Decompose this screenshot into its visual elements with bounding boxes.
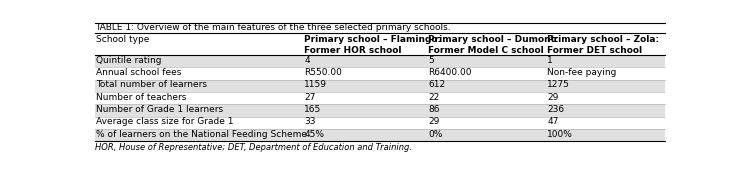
- Text: 0%: 0%: [428, 130, 442, 139]
- Text: 165: 165: [305, 105, 322, 114]
- Bar: [95, 67, 665, 80]
- Bar: [95, 92, 665, 104]
- Text: Quintile rating: Quintile rating: [96, 56, 162, 65]
- Text: R6400.00: R6400.00: [428, 68, 471, 77]
- Bar: [95, 55, 665, 67]
- Text: % of learners on the National Feeding Scheme: % of learners on the National Feeding Sc…: [96, 130, 308, 139]
- Text: Total number of learners: Total number of learners: [96, 80, 207, 89]
- Text: 45%: 45%: [305, 130, 325, 139]
- Text: Annual school fees: Annual school fees: [96, 68, 182, 77]
- Text: 612: 612: [428, 80, 445, 89]
- Text: 47: 47: [547, 117, 559, 126]
- Text: 22: 22: [428, 93, 439, 102]
- Text: TABLE 1: Overview of the main features of the three selected primary schools.: TABLE 1: Overview of the main features o…: [95, 23, 451, 32]
- Text: 5: 5: [428, 56, 433, 65]
- Text: 1159: 1159: [305, 80, 328, 89]
- Text: 27: 27: [305, 93, 316, 102]
- Text: Primary school – Zola:
Former DET school: Primary school – Zola: Former DET school: [547, 35, 659, 55]
- Bar: [95, 116, 665, 129]
- Text: School type: School type: [96, 35, 150, 44]
- Text: 1: 1: [547, 56, 553, 65]
- Bar: [95, 104, 665, 116]
- Text: 86: 86: [428, 105, 439, 114]
- Text: 33: 33: [305, 117, 316, 126]
- Text: Number of teachers: Number of teachers: [96, 93, 187, 102]
- Text: R550.00: R550.00: [305, 68, 342, 77]
- Text: 236: 236: [547, 105, 564, 114]
- Text: Average class size for Grade 1: Average class size for Grade 1: [96, 117, 234, 126]
- Bar: [95, 129, 665, 141]
- Text: 1275: 1275: [547, 80, 570, 89]
- Bar: [95, 80, 665, 92]
- Text: 29: 29: [428, 117, 439, 126]
- Text: 29: 29: [547, 93, 559, 102]
- Text: 100%: 100%: [547, 130, 573, 139]
- Text: Primary school – Dumont:
Former Model C school: Primary school – Dumont: Former Model C …: [428, 35, 559, 55]
- Bar: [95, 33, 665, 55]
- Text: HOR, House of Representative; DET, Department of Education and Training.: HOR, House of Representative; DET, Depar…: [95, 143, 412, 153]
- Text: Number of Grade 1 learners: Number of Grade 1 learners: [96, 105, 224, 114]
- Text: 4: 4: [305, 56, 310, 65]
- Text: Non-fee paying: Non-fee paying: [547, 68, 617, 77]
- Text: Primary school – Flamingo:
Former HOR school: Primary school – Flamingo: Former HOR sc…: [305, 35, 442, 55]
